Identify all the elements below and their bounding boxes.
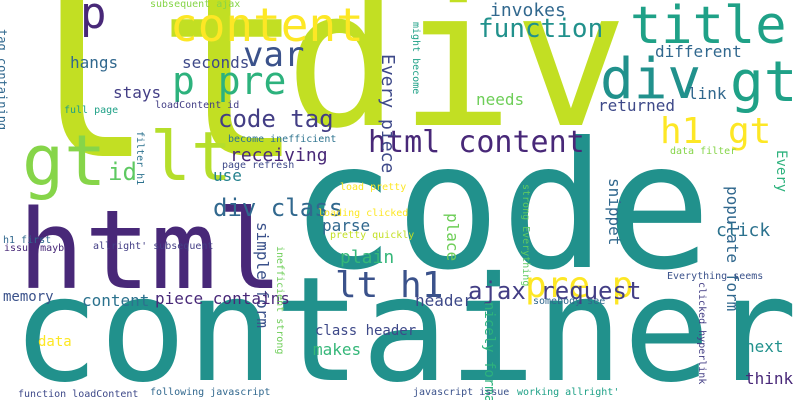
word-every-piece: Every piece — [377, 54, 398, 174]
word-h1: h1 — [660, 111, 704, 152]
word-strong-everything: strong Everything — [520, 184, 531, 287]
word-returned: returned — [598, 96, 676, 115]
word-p-pre: p pre — [172, 59, 287, 103]
word-filter-h1: filter h1 — [134, 131, 145, 186]
word-receiving: receiving — [230, 145, 328, 166]
word-link: link — [688, 84, 727, 103]
word-gt: gt — [22, 120, 107, 202]
word-plain: plain — [340, 247, 395, 268]
word-everything-seems: Everything seems — [667, 271, 764, 282]
word-function-loadcontent: function loadContent — [18, 389, 139, 400]
word-gt: gt — [730, 50, 798, 115]
word-issue-maybe: issue maybe — [4, 243, 71, 254]
word-next: next — [745, 337, 784, 356]
word-pre-p: pre p — [525, 265, 634, 306]
word-use: use — [213, 166, 242, 185]
word-think: think — [745, 369, 794, 388]
word-javascript-issue: javascript issue — [413, 387, 510, 398]
word-div: div — [600, 47, 702, 112]
word-page-refresh: page refresh — [222, 160, 295, 171]
word-every: Every — [773, 150, 789, 193]
word-simple-form: simple form — [253, 222, 272, 328]
word-lt: lt — [150, 118, 232, 197]
word-working-allright: working allright' — [517, 387, 620, 398]
word-loading-clicked: loading clicked — [318, 208, 409, 219]
word-class-header: class header — [315, 323, 417, 339]
word-div-class: div class — [213, 194, 344, 222]
word-subsequent-ajax: subsequent ajax — [150, 0, 241, 10]
word-data: data — [38, 334, 72, 350]
word-h1-first: h1 first — [3, 235, 52, 246]
word-might-become: might become — [410, 22, 421, 95]
word-snippet: snippet — [605, 178, 624, 246]
word-somebody-see: somebody see — [533, 296, 606, 307]
word-code: code — [290, 106, 712, 309]
word-lt-h1: lt h1 — [335, 265, 444, 306]
word-hangs: hangs — [70, 53, 119, 72]
word-piece-contains: piece contains — [155, 289, 290, 308]
word-full-page: full page — [64, 105, 119, 116]
word-tag-containing: tag containing — [0, 29, 9, 131]
word-clicked-hyperlink: clicked hyperlink — [696, 282, 707, 385]
word-loadcontent-id: loadContent id — [155, 100, 240, 111]
word-var: var — [243, 35, 305, 75]
word-inefficient-strong: inefficient strong — [274, 246, 285, 355]
word-gt: gt — [728, 111, 772, 152]
word-different: different — [655, 42, 742, 61]
word-populate-form: populate form — [723, 186, 742, 312]
word-title: title — [630, 0, 787, 56]
word-stays: stays — [113, 83, 162, 102]
word-function: function — [478, 14, 604, 44]
word-content: content — [82, 291, 150, 310]
word-html-content: html content — [368, 125, 585, 160]
word-memory: memory — [3, 289, 54, 305]
word-code-tag: code tag — [218, 105, 334, 133]
word-load-pretty: load pretty — [340, 182, 407, 193]
word-needs: needs — [476, 90, 525, 109]
word-html: html — [18, 186, 283, 314]
word-place: place — [443, 213, 462, 262]
word-click: click — [716, 220, 771, 241]
word-lt: lt — [5, 0, 307, 215]
word-invokes: invokes — [490, 0, 566, 21]
word-makes: makes — [313, 340, 362, 359]
word-parse: parse — [322, 216, 371, 235]
word-p: p — [80, 0, 107, 39]
word-header: header — [415, 291, 473, 310]
word-following-javascript: following javascript — [150, 387, 271, 398]
word-seconds: seconds — [182, 53, 250, 72]
word-become-inefficient: become inefficient — [228, 134, 337, 145]
word-ajax-request: ajax request — [468, 277, 642, 305]
word-nicely-formatted: nicely formatted — [481, 302, 497, 400]
word-id: id — [108, 158, 137, 186]
word-div: div — [285, 0, 629, 170]
word-container: container — [12, 246, 798, 400]
word-pretty-quickly: pretty quickly — [330, 230, 415, 241]
word-data-filter: data filter — [670, 146, 737, 157]
word-allright-subsequent: allright' subsequent — [93, 241, 214, 252]
word-content: content — [170, 0, 364, 52]
